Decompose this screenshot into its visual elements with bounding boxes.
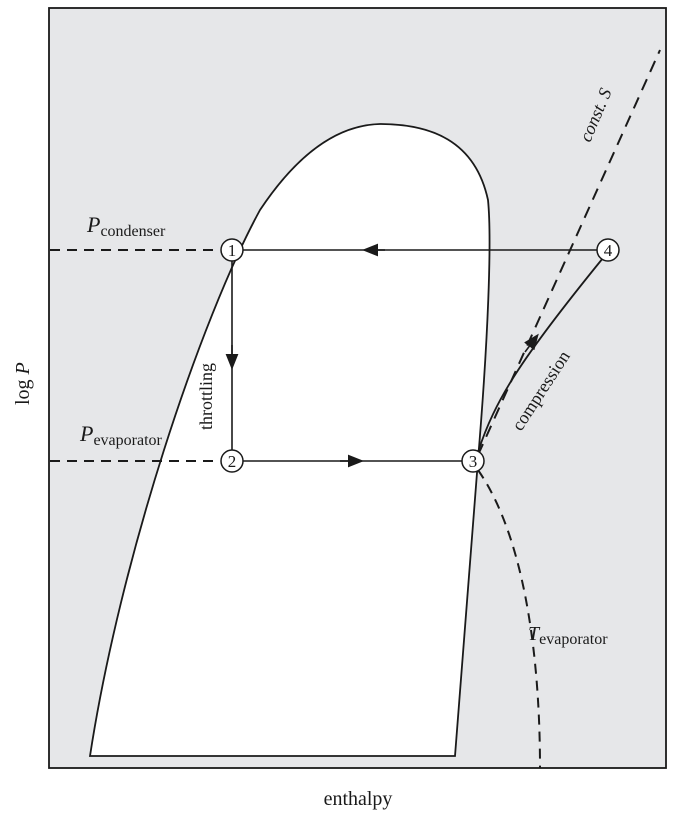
state-point-2: 2 (220, 449, 244, 473)
compression-line (477, 257, 604, 453)
state-point-2-label: 2 (228, 452, 237, 471)
condenser-pressure-label: Pcondenser (86, 212, 166, 240)
state-point-4-label: 4 (604, 241, 613, 260)
y-axis-label: log P (12, 362, 34, 405)
evaporator-temperature-label: Tevaporator (528, 623, 608, 648)
saturation-dome (88, 123, 491, 757)
state-point-1: 1 (220, 238, 244, 262)
state-point-1-label: 1 (228, 241, 237, 260)
constant-entropy-line (477, 49, 661, 456)
state-point-3: 3 (461, 449, 485, 473)
throttling-label: throttling (196, 363, 216, 430)
state-point-4: 4 (596, 238, 620, 262)
evaporator-isotherm-curve (477, 469, 541, 769)
state-point-3-label: 3 (469, 452, 478, 471)
compression-arrow (524, 333, 539, 353)
x-axis-label: enthalpy (324, 788, 393, 810)
evaporator-pressure-label: Pevaporator (79, 421, 163, 449)
